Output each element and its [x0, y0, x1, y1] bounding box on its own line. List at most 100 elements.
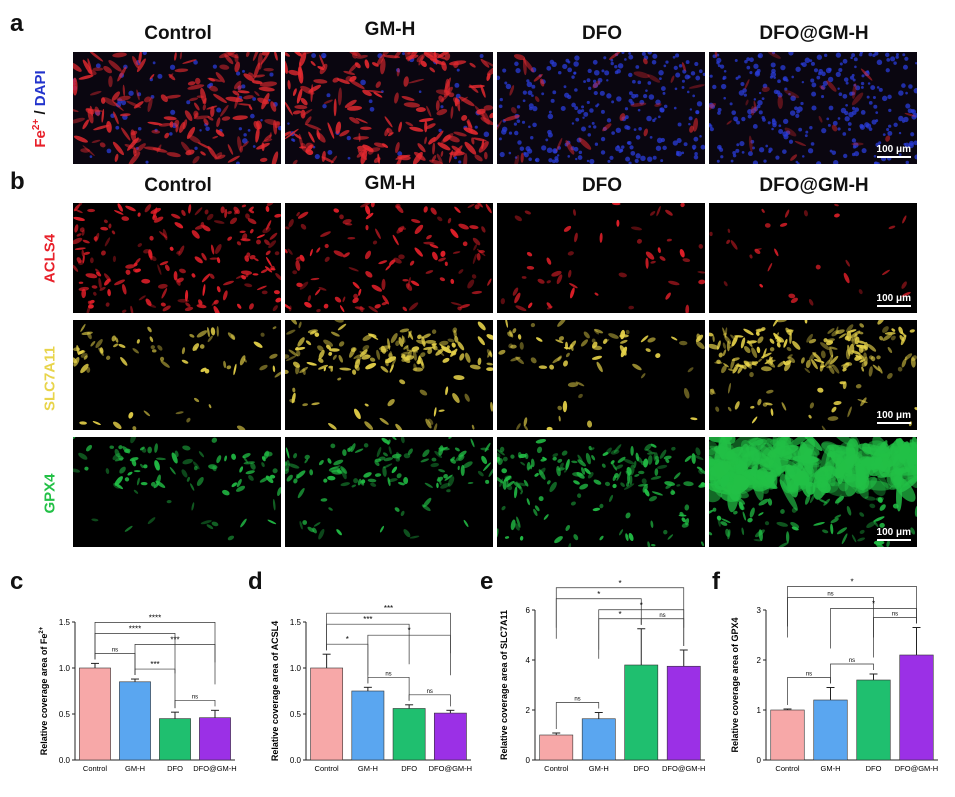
chart-f-bracket-2: [830, 608, 917, 649]
panel-d-letter: d: [248, 568, 263, 595]
chart-f-bracket-label-4: ns: [849, 658, 855, 664]
chart-d-bracket-5: [408, 694, 451, 707]
chart-d-bracket-3: [326, 643, 369, 684]
image-b-slc7a11-dfo: [497, 320, 705, 430]
chart-d-xtick-label-0: Control: [315, 764, 340, 773]
chart-e-xtick-label-3: DFO@GM-H: [662, 764, 705, 773]
chart-c-xtick-label-2: DFO: [167, 764, 183, 773]
chart-f-ylabel: Relative coverage area of GPX4: [730, 617, 740, 752]
chart-f-bracket-4: [830, 663, 874, 684]
chart-e-xtick-label-1: GM-H: [589, 764, 609, 773]
panel-b-col-dfo: DFO: [581, 175, 623, 196]
image-a-dfogmh: 100 μm: [709, 52, 917, 164]
chart-e-bracket-label-4: *: [618, 610, 621, 619]
scale-bar-b-gpx4-text: 100 μm: [876, 527, 911, 538]
dapi-label: DAPI: [32, 70, 49, 107]
chart-d-ylabel: Relative coverage area of ACSL4: [270, 621, 280, 761]
panel-a-col-control: Control: [144, 23, 212, 44]
panel-a-col-dfo: DFO: [581, 23, 623, 44]
scale-bar-b-acls4-line: [876, 305, 911, 307]
chart-d-ytick-label-2: 1.0: [290, 664, 302, 673]
scale-bar-a-line: [876, 156, 911, 158]
chart-f-bracket-5: [873, 617, 917, 658]
chart-e-bracket-label-3: ns: [574, 697, 580, 703]
scale-bar-b-acls4-text: 100 μm: [876, 293, 911, 304]
panel-b-col-dfogmh: DFO@GM-H: [759, 175, 869, 196]
image-b-acls4-dfo: [497, 203, 705, 313]
chart-f-bracket-label-0: *: [850, 578, 853, 587]
chart-f-bracket-label-1: ns: [827, 592, 833, 598]
scale-bar-a: 100 μm: [876, 144, 911, 158]
chart-c-bracket-4: [134, 668, 176, 709]
image-b-gpx4-dfo: [497, 437, 705, 547]
chart-f-bar-0: [770, 709, 805, 761]
chart-f-bracket-label-5: ns: [892, 612, 898, 618]
chart-c-bracket-label-1: ****: [129, 624, 141, 633]
image-a-control: [73, 52, 281, 164]
chart-d-bracket-label-1: ***: [363, 615, 372, 624]
image-b-slc7a11-gmh: [285, 320, 493, 430]
chart-e-xtick-label-0: Control: [544, 764, 569, 773]
chart-c-ytick-label-1: 0.5: [59, 710, 71, 719]
chart-f-xtick-label-1: GM-H: [821, 764, 841, 773]
panel-b-letter: b: [10, 168, 25, 195]
chart-c-bracket-label-3: ns: [112, 647, 118, 653]
label-sep: /: [32, 106, 49, 119]
chart-d-xtick-label-1: GM-H: [358, 764, 378, 773]
chart-e-bracket-1: [555, 598, 642, 639]
chart-d-ytick-label-3: 1.5: [290, 618, 302, 627]
chart-f-bracket-label-3: ns: [806, 672, 812, 678]
chart-f-xtick-label-2: DFO: [866, 764, 882, 773]
image-b-slc7a11-dfogmh: 100 μm: [709, 320, 917, 430]
image-b-slc7a11-control: [73, 320, 281, 430]
fe-sup: 2+: [31, 118, 42, 131]
chart-c-bar-0: [79, 667, 111, 761]
scale-bar-b-slc7a11-line: [876, 422, 911, 424]
panel-a-col-gmh: GM-H: [364, 19, 416, 40]
chart-f-bracket-label-2: *: [872, 600, 875, 609]
chart-c-bracket-label-2: ***: [170, 635, 179, 644]
chart-d-bracket-label-2: *: [408, 626, 411, 635]
chart-c-ytick-label-3: 1.5: [59, 618, 71, 627]
row-label-acls4: ACLS4: [41, 233, 59, 284]
chart-f-ytick-label-1: 1: [757, 706, 762, 715]
panel-f-letter: f: [712, 568, 720, 595]
scale-bar-b-slc7a11-text: 100 μm: [876, 410, 911, 421]
chart-f-bar-3: [899, 654, 934, 761]
panel-a-letter: a: [10, 10, 24, 37]
chart-e-bracket-3: [555, 702, 600, 729]
row-label-slc7a11: SLC7A11: [41, 345, 59, 412]
chart-e-bracket-label-2: *: [640, 601, 643, 610]
panel-e-letter: e: [480, 568, 494, 595]
chart-e-ytick-label-0: 0: [526, 756, 531, 765]
chart-f-ytick-label-3: 3: [757, 606, 762, 615]
scale-bar-b-acls4: 100 μm: [876, 293, 911, 307]
image-b-acls4-dfogmh: 100 μm: [709, 203, 917, 313]
panel-b-col-gmh: GM-H: [364, 173, 416, 194]
chart-d-bracket-1: [326, 623, 410, 665]
chart-d-ytick-label-0: 0.0: [290, 756, 302, 765]
chart-c-ylabel: Relative coverage area of Fe2+: [39, 626, 49, 755]
chart-e-bar-0: [539, 734, 574, 761]
chart-e-xtick-label-2: DFO: [633, 764, 649, 773]
chart-c-bracket-label-0: ****: [149, 613, 161, 622]
chart-d-bar-1: [351, 690, 385, 761]
chart-e-ylabel: Relative coverage area of SLC7A11: [499, 610, 509, 760]
chart-c-bracket-3: [94, 653, 136, 676]
chart-d-bar-2: [392, 708, 426, 761]
chart-d: 0.0 0.5 1.0 1.5 Relative coverage area of AC…: [270, 604, 472, 773]
chart-c-xtick-label-1: GM-H: [125, 764, 145, 773]
chart-f-xtick-label-0: Control: [775, 764, 800, 773]
chart-e-bracket-5: [640, 618, 685, 646]
chart-f-bar-2: [856, 679, 891, 761]
chart-d-bar-3: [433, 712, 467, 761]
chart-d-bar-0: [310, 667, 344, 761]
chart-c-bar-2: [159, 718, 191, 761]
chart-f: 0 1 2 3 Relative coverage area of GPX4 Contro…: [730, 578, 938, 774]
chart-c-bracket-label-5: ns: [192, 694, 198, 700]
panel-c-letter: c: [10, 568, 24, 595]
chart-e-bar-3: [666, 665, 701, 761]
image-b-acls4-gmh: [285, 203, 493, 313]
chart-e-ytick-label-3: 6: [526, 606, 531, 615]
chart-f-bracket-0: [787, 586, 917, 627]
